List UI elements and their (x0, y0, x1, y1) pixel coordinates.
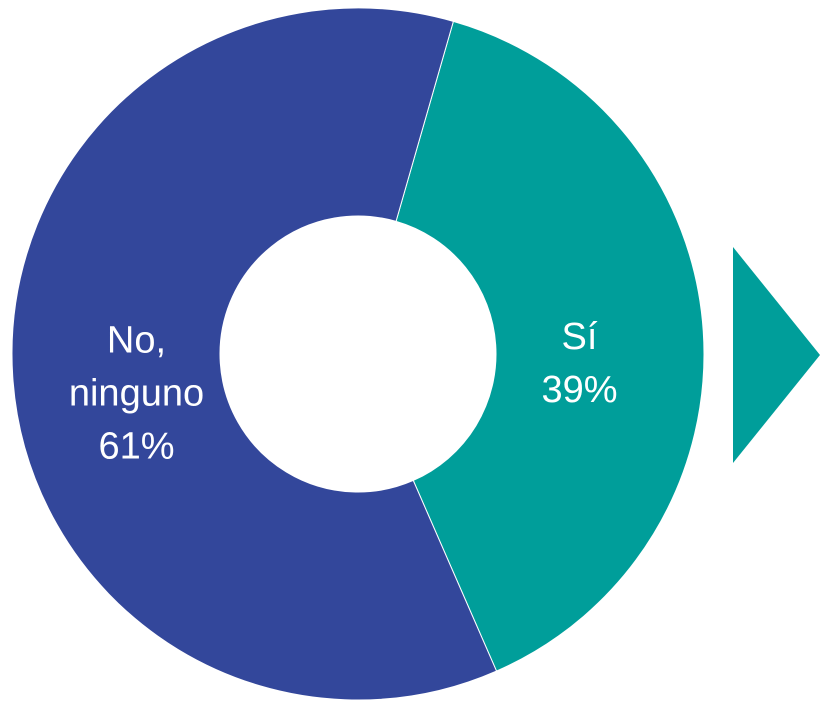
slice-label: Sí 39% (495, 311, 665, 417)
slice-name: No, ninguno (68, 319, 205, 415)
slice-value: 61% (98, 425, 175, 468)
slice (11, 7, 498, 701)
slice-label: No, ninguno 61% (51, 314, 221, 473)
slice (395, 20, 705, 672)
arrow (733, 247, 820, 463)
slice-value: 39% (541, 369, 618, 412)
slice-name: Sí (561, 316, 598, 359)
